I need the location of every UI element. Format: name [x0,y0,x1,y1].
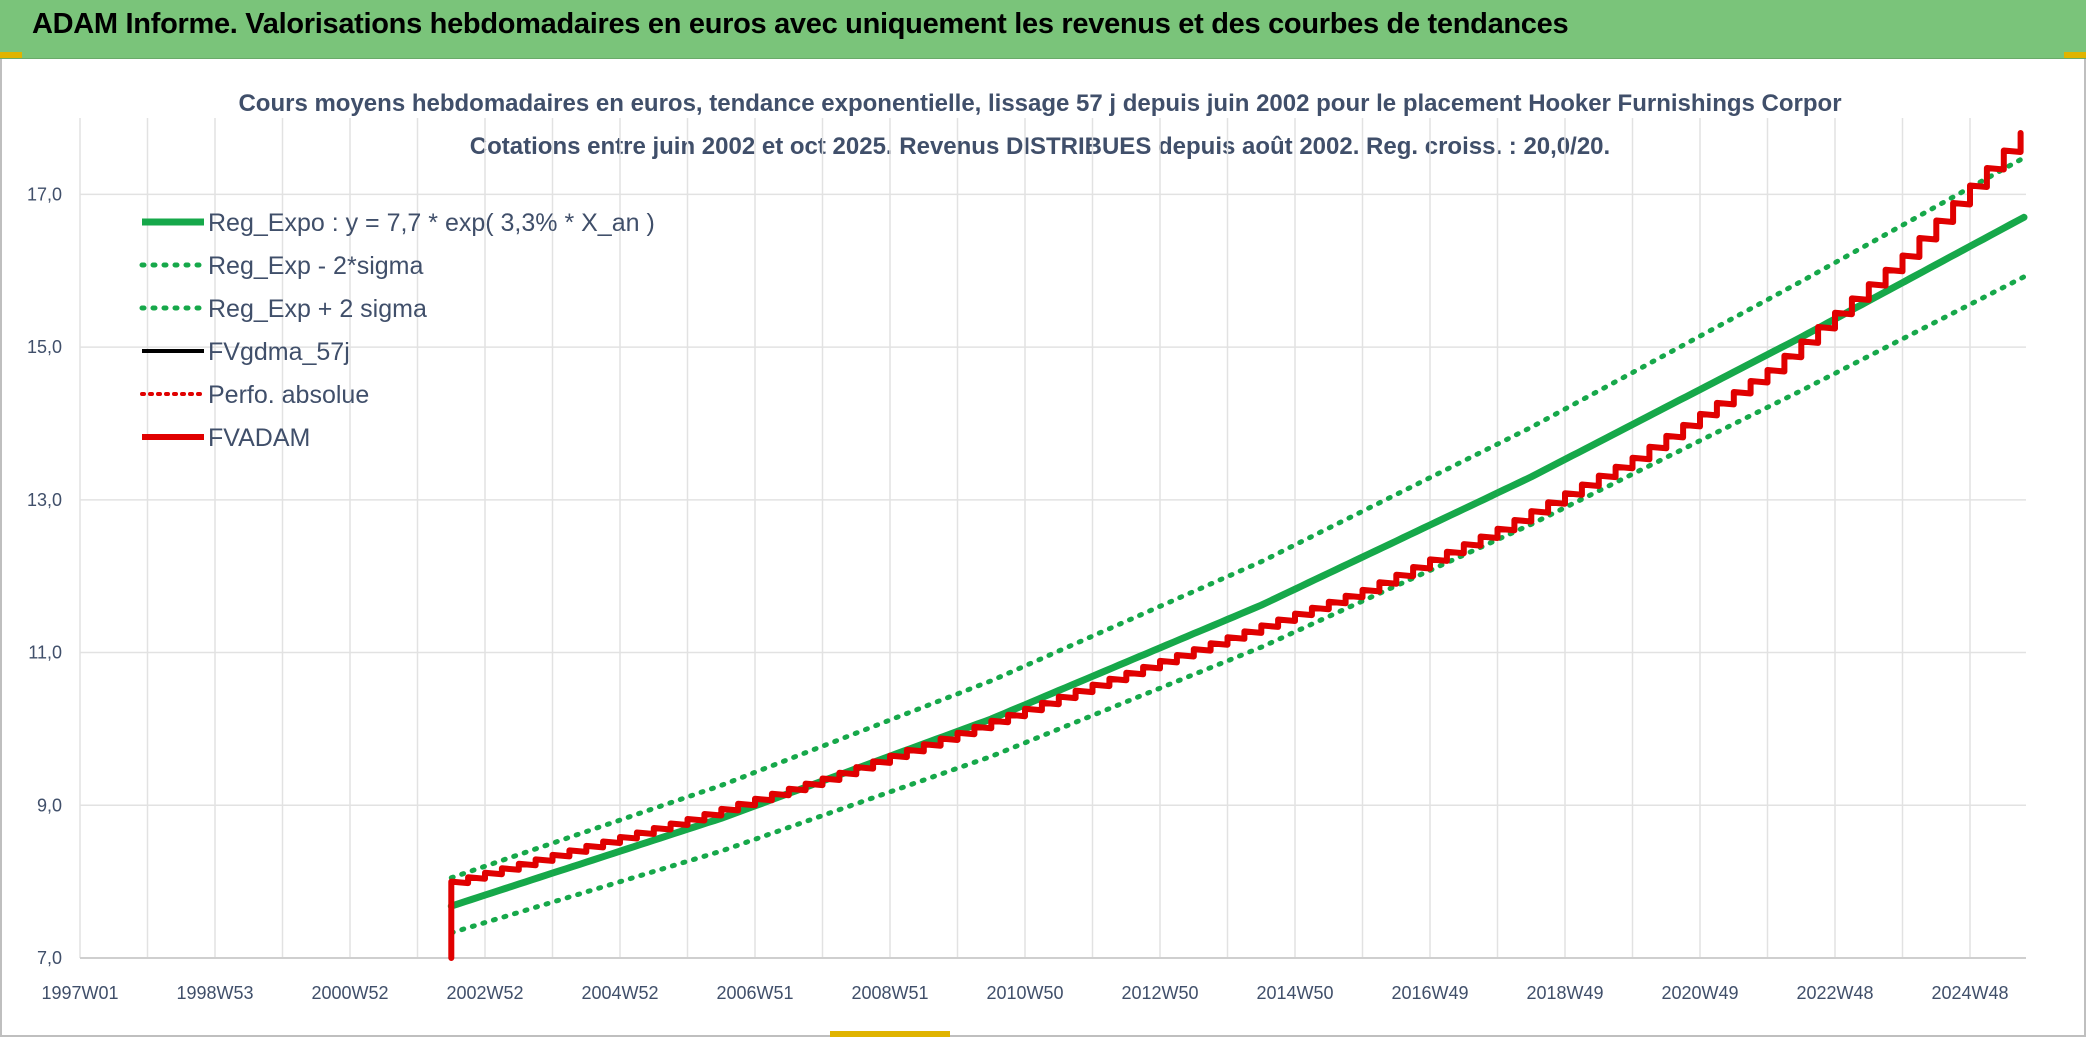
x-tick-label: 2008W51 [851,983,928,1003]
x-tick-label: 2022W48 [1796,983,1873,1003]
x-tick-label: 2000W52 [311,983,388,1003]
y-tick-label: 9,0 [37,795,62,815]
x-tick-label: 2018W49 [1526,983,1603,1003]
y-tick-label: 13,0 [27,490,62,510]
chart-title: Cours moyens hebdomadaires en euros, ten… [238,90,1841,117]
corner-marker-bottom [830,1031,950,1037]
legend: Reg_Expo : y = 7,7 * exp( 3,3% * X_an ) R… [139,209,655,452]
corner-marker-top-right [2064,52,2086,58]
x-tick-label: 2016W49 [1391,983,1468,1003]
series-line-2 [448,155,2027,881]
chart-subtitle: Cotations entre juin 2002 et oct 2025. R… [470,133,1610,160]
legend-label: Reg_Exp - 2*sigma [208,252,423,280]
legend-label: FVADAM [208,424,310,452]
x-tick-label: 1997W01 [41,983,118,1003]
report-title: ADAM Informe. Valorisations hebdomadaire… [32,8,1569,40]
report-header: ADAM Informe. Valorisations hebdomadaire… [0,0,2086,59]
x-tick-label: 2024W48 [1931,983,2008,1003]
axis-layer: 7,0 9,0 11,0 13,0 15,0 17,0 1997W01 1998W53 2000… [27,184,2026,1003]
x-tick-label: 2002W52 [446,983,523,1003]
y-tick-label: 17,0 [27,184,62,204]
x-tick-label: 1998W53 [176,983,253,1003]
series-layer [447,130,2028,961]
x-tick-label: 2020W49 [1661,983,1738,1003]
legend-label: Reg_Expo : y = 7,7 * exp( 3,3% * X_an ) [208,209,655,237]
series-line-5 [448,130,2024,961]
x-tick-label: 2012W50 [1121,983,1198,1003]
series-line-0 [447,213,2028,910]
x-tick-label: 2010W50 [986,983,1063,1003]
y-tick-label: 7,0 [37,948,62,968]
legend-label: FVgdma_57j [208,338,350,366]
grid-layer [79,118,2026,959]
corner-marker-top-left [0,52,22,58]
y-tick-label: 15,0 [27,337,62,357]
x-tick-label: 2004W52 [581,983,658,1003]
series-line-1 [448,274,2027,936]
legend-label: Perfo. absolue [208,381,369,409]
x-tick-label: 2006W51 [716,983,793,1003]
y-tick-label: 11,0 [28,643,62,663]
x-tick-label: 2014W50 [1256,983,1333,1003]
legend-label: Reg_Exp + 2 sigma [208,295,427,323]
